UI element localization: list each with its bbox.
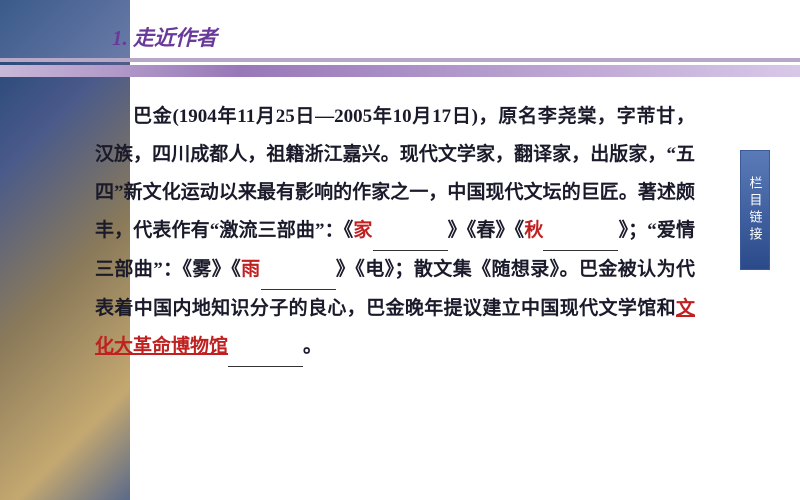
divider-thin bbox=[0, 58, 800, 62]
blank-4 bbox=[228, 328, 303, 367]
body-text: 巴金(1904年11月25日—2005年10月17日)，原名李尧棠，字芾甘，汉族… bbox=[95, 98, 695, 367]
blank-1 bbox=[373, 212, 448, 251]
divider-band bbox=[0, 65, 800, 77]
answer-2: 秋 bbox=[524, 220, 543, 241]
answer-3: 雨 bbox=[241, 259, 260, 280]
blank-2 bbox=[543, 212, 618, 251]
paragraph-main: 巴金(1904年11月25日—2005年10月17日)，原名李尧棠，字芾甘，汉族… bbox=[95, 98, 695, 367]
text-run-5: 。 bbox=[303, 336, 322, 357]
blank-3 bbox=[261, 251, 336, 290]
slide-container: 1. 走近作者 巴金(1904年11月25日—2005年10月17日)，原名李尧… bbox=[0, 0, 800, 500]
sidebar-tab-label: 栏目链接 bbox=[746, 176, 765, 244]
answer-1: 家 bbox=[353, 220, 372, 241]
text-run-2: 》《春》《 bbox=[448, 220, 525, 241]
sidebar-nav-tab[interactable]: 栏目链接 bbox=[740, 150, 770, 270]
section-heading: 1. 走近作者 bbox=[112, 22, 217, 52]
